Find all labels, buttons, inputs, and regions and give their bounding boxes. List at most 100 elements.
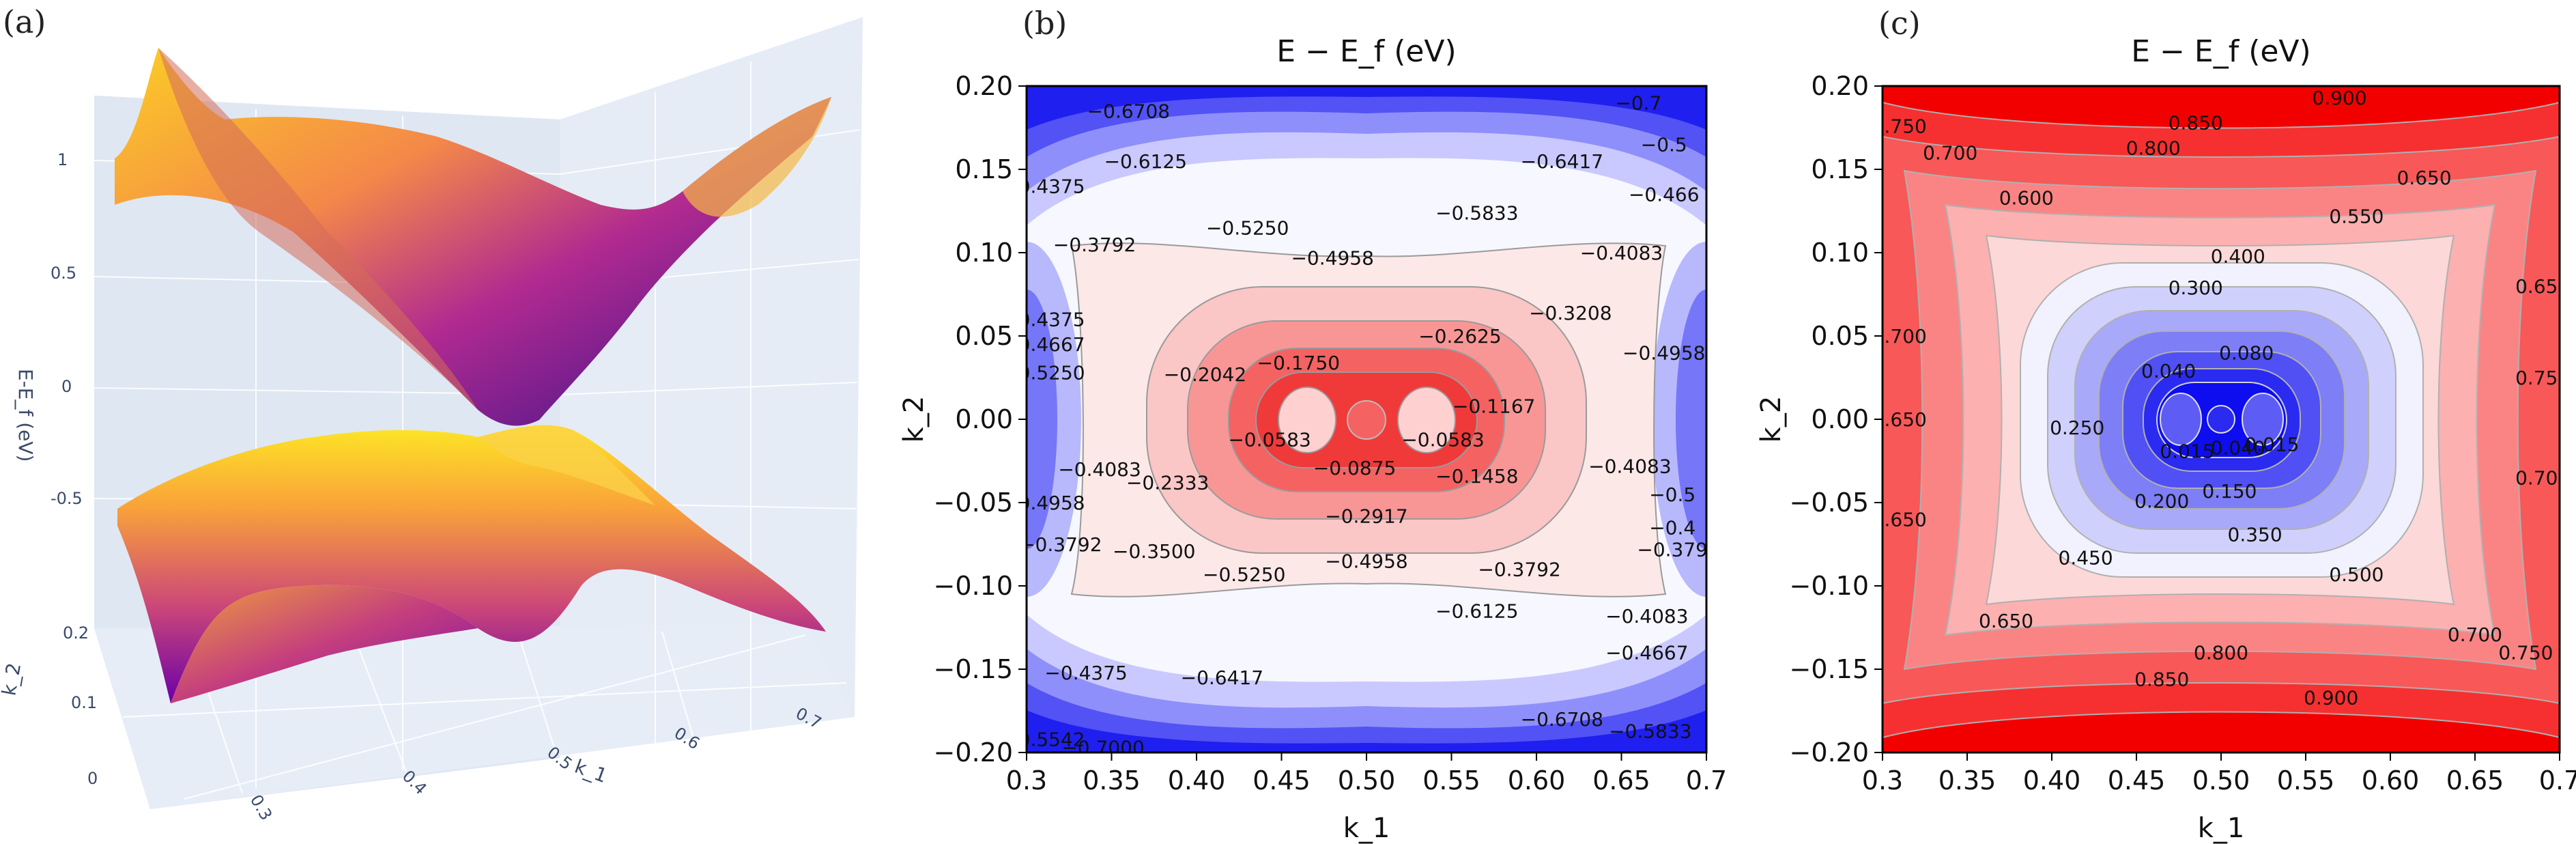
panel-b-left-pocket bbox=[1278, 386, 1336, 453]
y-tick-1: 0.1 bbox=[71, 693, 97, 712]
panel-c-contour-label: 0.650 bbox=[1872, 408, 1927, 431]
panel-c-contour-label: 0.700 bbox=[2448, 623, 2502, 646]
panel-c-ytick-label: −0.10 bbox=[1790, 571, 1869, 601]
panel-b-xlabel: k_1 bbox=[1343, 813, 1390, 844]
panel-b-contour-label: −0.4083 bbox=[1588, 455, 1671, 477]
panel-b-contour-label: −0.3792 bbox=[1053, 234, 1136, 256]
panel-b-contour-label: −0.3792 bbox=[1478, 559, 1560, 581]
panel-b-contour-label: −0.6708 bbox=[1521, 708, 1603, 731]
panel-c-plot-area: 0.900 0.850 0.750 0.800 0.700 0.650 0.600 0.550… bbox=[1872, 86, 2570, 752]
panel-c-contour-label: 0.900 bbox=[2313, 87, 2367, 109]
panel-b-left-lobe-2 bbox=[1027, 290, 1057, 549]
panel-b-contour-label: −0.466 bbox=[1629, 184, 1700, 206]
panel-b-xtick-label: 0.35 bbox=[1083, 765, 1141, 796]
valence-band-ridge bbox=[478, 425, 655, 505]
panel-b-contour-label: −0.6125 bbox=[1104, 150, 1187, 173]
panel-b-contour-labels: −0.6708 −0.6125 −0.3792 −0.5250 −0.4958 −0.58… bbox=[1002, 92, 1708, 759]
panel-c-ytick-label: 0.15 bbox=[1811, 154, 1869, 184]
panel-b-contour-label: −0.4375 bbox=[1002, 175, 1085, 197]
panel-b-bottom-band-4 bbox=[1027, 710, 1706, 752]
panel-b-contour-label: −0.4375 bbox=[1002, 309, 1085, 331]
panel-b-xtick-label: 0.55 bbox=[1422, 765, 1480, 796]
panel-c-contour-label: 0.850 bbox=[2169, 112, 2223, 135]
panel-b-contour-label: −0.5833 bbox=[1609, 720, 1691, 742]
panel-c-contour-label: 0.600 bbox=[1999, 186, 2054, 209]
panel-b-contour-label: −0.3208 bbox=[1529, 302, 1612, 324]
z-tick-1: 0.5 bbox=[51, 264, 76, 283]
panel-c-contour-label: 0.550 bbox=[2329, 205, 2384, 227]
z-tick-3: -0.5 bbox=[51, 489, 83, 508]
panel-c-xtick-label: 0.65 bbox=[2446, 765, 2504, 796]
panel-c-contour-label: 0.250 bbox=[2050, 417, 2104, 439]
panel-c-contour: (c) E − E_f (eV) 0.900 0.850 0.750 0.800 0.7… bbox=[1756, 5, 2576, 844]
floor-plane bbox=[94, 625, 855, 809]
panel-c-ytick-label: 0.05 bbox=[1811, 321, 1869, 351]
panel-b-contour-label: −0.0583 bbox=[1228, 428, 1311, 451]
panel-b-bottom-band-3 bbox=[1027, 683, 1706, 752]
panel-c-contour-label: 0.650 bbox=[2515, 275, 2570, 298]
panel-b-contour-label: −0.1167 bbox=[1452, 395, 1535, 417]
panel-c-contour-label: 0.800 bbox=[2194, 642, 2248, 664]
panel-c-ytick-label: 0.20 bbox=[1811, 71, 1869, 101]
panel-b-contour-label: −0.3792 bbox=[1019, 533, 1102, 556]
panel-c-contour-label: 0.015 bbox=[2160, 440, 2214, 462]
panel-c-contour-label: 0.700 bbox=[1923, 142, 1977, 165]
panel-b-contour-label: −0.5833 bbox=[1435, 201, 1518, 224]
panel-b-contour-label: −0.5250 bbox=[1002, 362, 1085, 384]
panel-b-ytick-label: 0.05 bbox=[955, 321, 1013, 351]
panel-b-contour-label: −0.1750 bbox=[1257, 352, 1340, 374]
panel-b-contour: (b) E − E_f (eV) bbox=[898, 5, 1727, 844]
panel-a-label: (a) bbox=[3, 3, 46, 40]
panel-b-title: E − E_f (eV) bbox=[1276, 34, 1456, 69]
panel-c-contour-label: 0.700 bbox=[1872, 325, 1927, 348]
panel-c-contour-label: 0.700 bbox=[2515, 466, 2570, 489]
z-tick-0: 1 bbox=[57, 150, 68, 169]
panel-b-label: (b) bbox=[1022, 5, 1067, 42]
panel-b-ytick-label: −0.15 bbox=[934, 654, 1013, 684]
panel-b-contour-label: −0.3500 bbox=[1113, 540, 1195, 563]
panel-b-contour-label: −0.2917 bbox=[1325, 505, 1407, 528]
panel-b-right-lobe-2 bbox=[1676, 290, 1706, 549]
panel-b-xtick-label: 0.40 bbox=[1168, 765, 1226, 796]
panel-c-contour-label: 0.040 bbox=[2141, 360, 2196, 382]
panel-c-contour-label: 0.015 bbox=[2244, 434, 2299, 456]
panel-c-contour-label: 0.650 bbox=[1872, 508, 1927, 531]
panel-c-xtick-label: 0.55 bbox=[2277, 765, 2335, 796]
panel-b-contour-label: −0.4667 bbox=[1605, 642, 1688, 664]
z-axis-label: E-E_f (eV) bbox=[14, 369, 37, 462]
panel-b-ytick-label: −0.10 bbox=[934, 571, 1013, 601]
conduction-band-surface bbox=[115, 48, 831, 426]
panel-c-ytick-label: −0.05 bbox=[1790, 488, 1869, 518]
panel-c-xtick-label: 0.3 bbox=[1862, 765, 1903, 796]
panel-c-ytick-label: −0.15 bbox=[1790, 654, 1869, 684]
panel-c-ytick-label: −0.20 bbox=[1790, 737, 1869, 768]
panel-c-contour-label: 0.750 bbox=[2498, 642, 2553, 664]
panel-b-contour-label: −0.2042 bbox=[1164, 363, 1246, 386]
panel-b-contour-label: −0.7000 bbox=[1061, 737, 1144, 759]
panel-b-contour-label: −0.6125 bbox=[1435, 600, 1518, 623]
conduction-band-edge bbox=[683, 97, 831, 217]
panel-c-contour-label: 0.150 bbox=[2202, 480, 2257, 503]
panel-b-contour-label: −0.5250 bbox=[1203, 563, 1285, 586]
panel-b-contour-label: −0.5542 bbox=[1002, 728, 1085, 750]
valence-band-surface bbox=[117, 425, 826, 703]
panel-c-contour-label: 0.850 bbox=[2134, 669, 2189, 691]
panel-b-contour-label: −0.0583 bbox=[1401, 428, 1484, 451]
panel-b-ylabel: k_2 bbox=[898, 396, 930, 443]
panel-b-contour-label: −0.2625 bbox=[1418, 325, 1501, 348]
panel-b-contour-label: −0.4958 bbox=[1002, 492, 1085, 514]
panel-b-ytick-label: −0.05 bbox=[934, 488, 1013, 518]
conduction-band-fold bbox=[158, 48, 478, 410]
panel-b-contour-label: −0.4375 bbox=[1044, 662, 1127, 684]
panel-c-contour-label: 0.500 bbox=[2329, 563, 2384, 586]
panel-b-contour-label: −0.4 bbox=[1649, 517, 1695, 539]
panel-b-contour-label: −0.6417 bbox=[1181, 666, 1263, 689]
panel-c-contour-label: 0.300 bbox=[2169, 277, 2223, 299]
panel-b-xtick-label: 0.45 bbox=[1253, 765, 1311, 796]
panel-c-contour-label: 0.400 bbox=[2211, 245, 2265, 268]
panel-b-plot-area: −0.6708 −0.6125 −0.3792 −0.5250 −0.4958 −0.58… bbox=[1002, 86, 1708, 759]
panel-b-contour-label: −0.379 bbox=[1637, 538, 1708, 561]
panel-b-ytick-label: 0.00 bbox=[955, 404, 1013, 434]
panel-c-contour-label: 0.200 bbox=[2134, 490, 2189, 513]
